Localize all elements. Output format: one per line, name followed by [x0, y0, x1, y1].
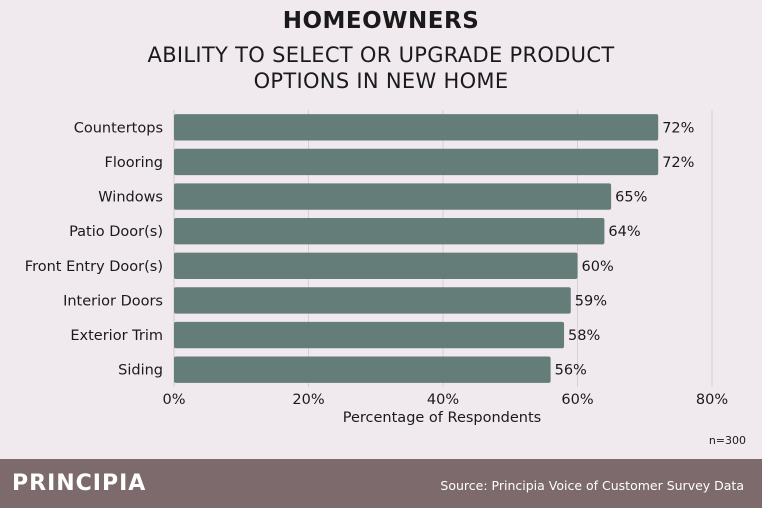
- brand-logo: PRINCIPIA: [12, 471, 147, 496]
- bar-2: [174, 183, 612, 210]
- value-label-7: 56%: [555, 363, 587, 379]
- value-label-6: 58%: [568, 328, 600, 344]
- category-label-4: Front Entry Door(s): [25, 259, 163, 275]
- bar-chart: Countertops 72% Flooring 72% Windows 65% Patio…: [25, 110, 728, 426]
- x-axis-title: Percentage of Respondents: [343, 410, 541, 426]
- category-label-3: Patio Door(s): [69, 224, 163, 240]
- bar-6: [174, 321, 565, 349]
- bar-5: [174, 287, 571, 314]
- value-label-0: 72%: [662, 120, 694, 136]
- x-tick-label-3: 60%: [561, 392, 593, 408]
- category-label-1: Flooring: [105, 155, 164, 171]
- chart-title: HOMEOWNERS: [282, 8, 480, 34]
- category-label-5: Interior Doors: [63, 293, 163, 309]
- category-label-6: Exterior Trim: [70, 328, 163, 344]
- x-tick-label-4: 80%: [696, 392, 728, 408]
- category-label-7: Siding: [118, 363, 163, 379]
- chart-subtitle: ABILITY TO SELECT OR UPGRADE PRODUCT OPT…: [147, 43, 615, 93]
- category-label-2: Windows: [98, 190, 163, 206]
- bar-0: [174, 114, 659, 141]
- footer-bar: PRINCIPIA Source: Principia Voice of Cus…: [0, 459, 762, 508]
- bar-4: [174, 252, 578, 279]
- value-label-2: 65%: [615, 190, 647, 206]
- x-tick-label-2: 40%: [427, 392, 459, 408]
- source-text: Source: Principia Voice of Customer Surv…: [440, 478, 744, 493]
- value-label-4: 60%: [582, 259, 614, 275]
- category-label-0: Countertops: [74, 120, 163, 136]
- bar-3: [174, 218, 605, 245]
- value-label-3: 64%: [608, 224, 640, 240]
- bar-1: [174, 148, 659, 176]
- value-label-1: 72%: [662, 155, 694, 171]
- value-label-5: 59%: [575, 293, 607, 309]
- bar-7: [174, 356, 551, 383]
- sample-size-note: n=300: [708, 434, 746, 447]
- x-tick-label-1: 20%: [292, 392, 324, 408]
- x-tick-label-0: 0%: [162, 392, 185, 408]
